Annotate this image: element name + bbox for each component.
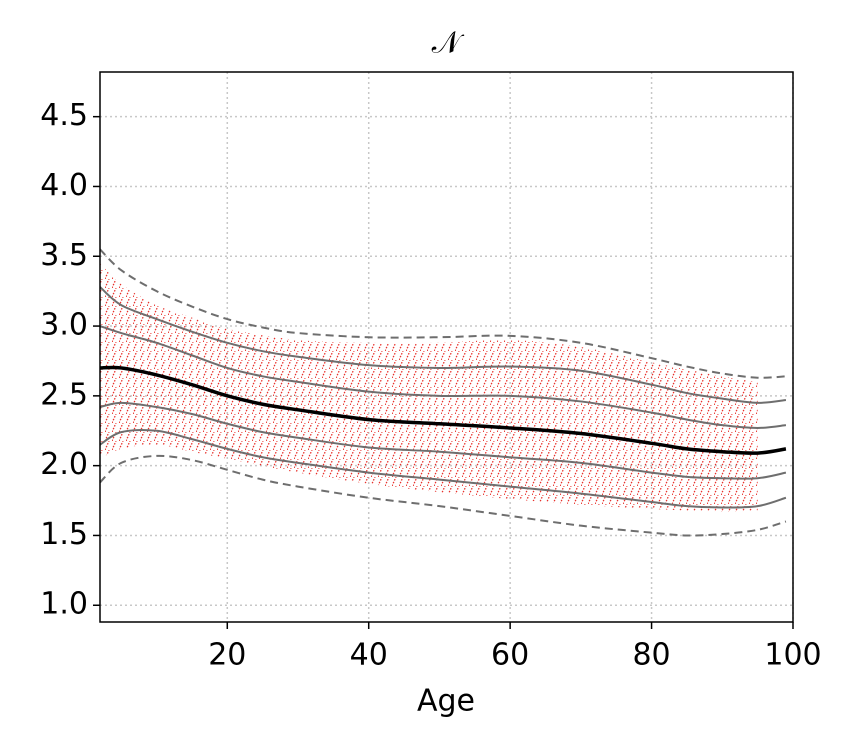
x-tick-label: 100 <box>764 638 821 673</box>
plot-area <box>100 248 787 537</box>
y-tick-label: 3.0 <box>40 308 88 343</box>
y-tick-label: 4.0 <box>40 168 88 203</box>
y-tick-label: 2.5 <box>40 377 88 412</box>
centile-line <box>100 365 787 455</box>
y-tick-label: 3.5 <box>40 238 88 273</box>
x-axis-label: Age <box>417 684 475 719</box>
y-tick-label: 2.0 <box>40 447 88 482</box>
centile-line <box>100 429 787 509</box>
sample-band <box>100 263 758 512</box>
y-tick-label: 1.5 <box>40 517 88 552</box>
centile-line <box>100 454 787 537</box>
x-tick-label: 40 <box>350 638 388 673</box>
chart-title: 𝒩 <box>432 26 465 61</box>
plot-frame <box>99 71 794 623</box>
centile-line <box>100 248 786 379</box>
x-tick-label: 60 <box>491 638 529 673</box>
x-tick-label: 20 <box>208 638 246 673</box>
y-tick-label: 1.0 <box>40 587 88 622</box>
centile-line <box>100 286 787 404</box>
x-tick-label: 80 <box>632 638 670 673</box>
centile-line <box>100 401 787 480</box>
centile-line <box>100 325 787 429</box>
y-tick-label: 4.5 <box>40 98 88 133</box>
